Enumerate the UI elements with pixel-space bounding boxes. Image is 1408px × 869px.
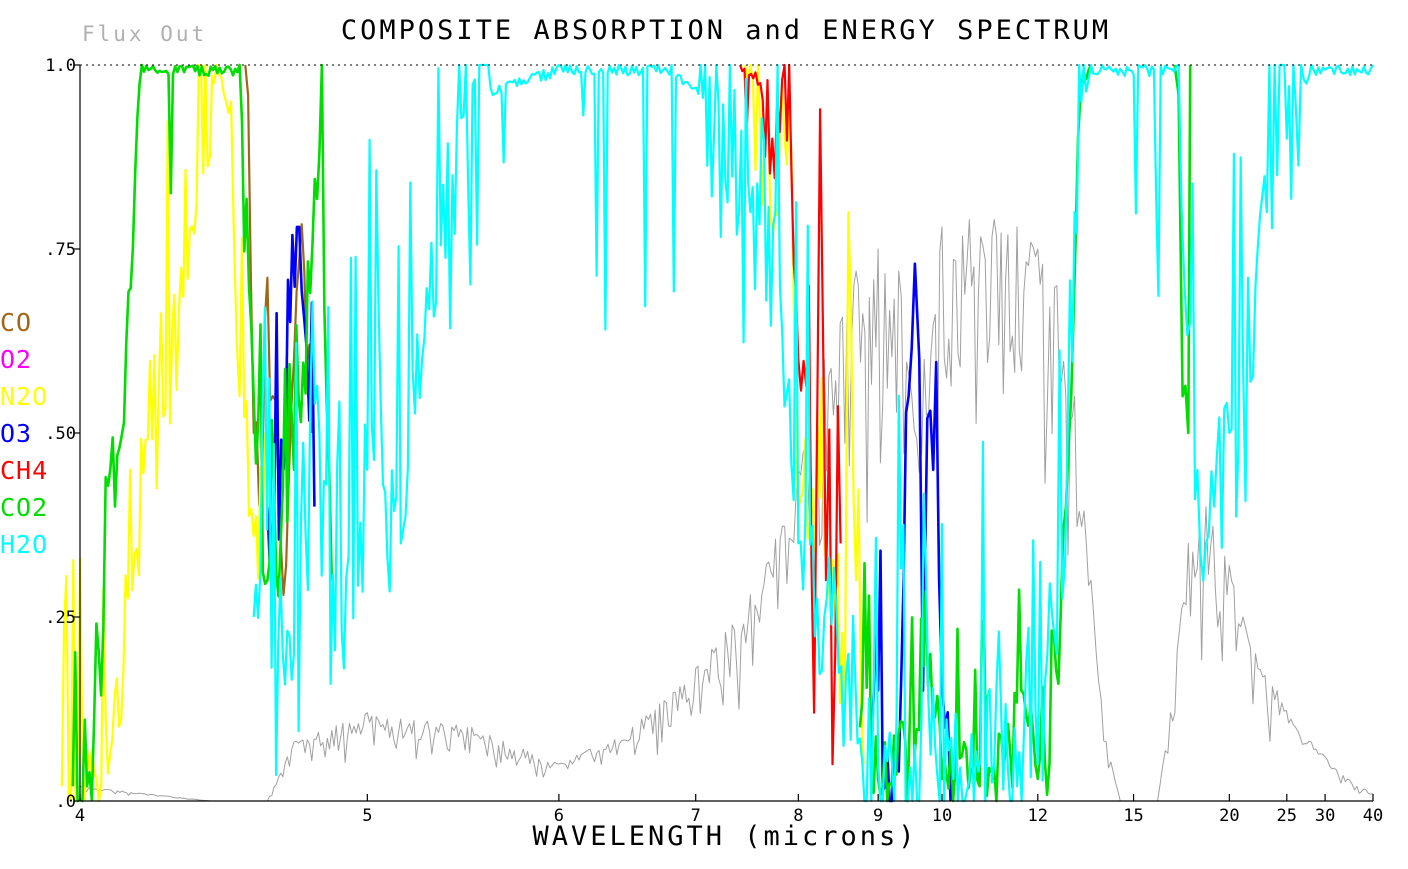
series-line-ch4	[739, 63, 842, 766]
x-tick-label: 8	[793, 806, 803, 826]
legend-entry-ch4: CH4	[0, 456, 48, 485]
x-tick-label: 7	[691, 806, 701, 826]
legend: CO O2 N2O O3 CH4 CO2 H2O	[0, 308, 48, 559]
flux-out-label: Flux Out	[82, 22, 207, 46]
x-tick-label: 15	[1123, 806, 1143, 826]
x-tick-label: 4	[75, 806, 85, 826]
legend-entry-o2: O2	[0, 345, 32, 374]
x-tick-label: 10	[932, 806, 952, 826]
legend-entry-co2: CO2	[0, 493, 48, 522]
y-tick-label: .0	[56, 792, 76, 812]
y-tick-label: .25	[45, 608, 76, 628]
series-line-co2	[71, 63, 1192, 803]
x-tick-label: 20	[1219, 806, 1239, 826]
x-tick-label: 40	[1363, 806, 1383, 826]
legend-entry-co: CO	[0, 308, 32, 337]
legend-entry-o3: O3	[0, 419, 32, 448]
legend-entry-n2o: N2O	[0, 382, 48, 411]
chart-title: COMPOSITE ABSORPTION and ENERGY SPECTRUM	[341, 15, 1111, 46]
legend-entry-h2o: H2O	[0, 530, 48, 559]
y-tick-label: 1.0	[45, 56, 76, 76]
x-tick-label: 30	[1315, 806, 1335, 826]
series-line-n2o	[60, 63, 865, 803]
y-ticks: .0 .25 .50 .75 1.0	[45, 56, 80, 812]
y-tick-label: .50	[45, 424, 76, 444]
x-tick-label: 6	[554, 806, 564, 826]
x-tick-label: 5	[362, 806, 372, 826]
x-tick-label: 9	[873, 806, 883, 826]
y-tick-label: .75	[45, 240, 76, 260]
x-axis-label: WAVELENGTH (microns)	[532, 821, 917, 852]
series-line-h2o	[252, 63, 1374, 803]
series-layer	[60, 63, 1374, 803]
x-ticks: 4 5 6 7 8 9 10 12 15 20 25 30 40	[75, 794, 1383, 826]
x-tick-label: 12	[1028, 806, 1048, 826]
x-tick-label: 25	[1277, 806, 1297, 826]
